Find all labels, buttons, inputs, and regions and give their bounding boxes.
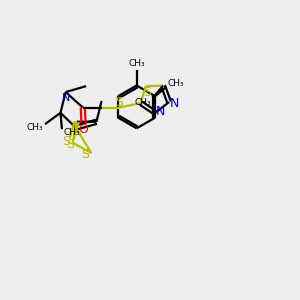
Text: S: S	[81, 148, 89, 161]
Text: CH₃: CH₃	[128, 59, 145, 68]
Text: N: N	[170, 97, 179, 110]
Text: CH₃: CH₃	[167, 79, 184, 88]
Text: S: S	[62, 135, 70, 148]
Text: O: O	[79, 123, 88, 136]
Text: CH₃: CH₃	[27, 123, 44, 132]
Text: S: S	[66, 138, 74, 151]
Text: S: S	[116, 96, 123, 109]
Text: S: S	[143, 86, 151, 99]
Text: N: N	[156, 105, 165, 118]
Text: N: N	[62, 93, 70, 103]
Text: CH₃: CH₃	[63, 128, 80, 137]
Text: CH₃: CH₃	[135, 98, 152, 107]
